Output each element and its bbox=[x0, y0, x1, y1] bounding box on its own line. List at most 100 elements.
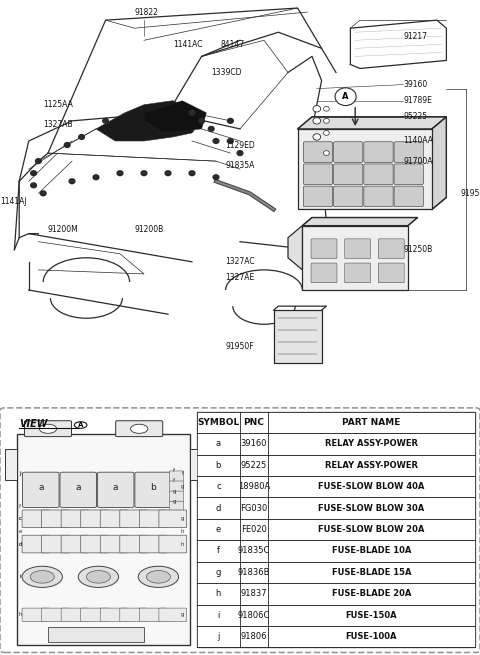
FancyBboxPatch shape bbox=[61, 608, 89, 622]
FancyBboxPatch shape bbox=[394, 141, 423, 162]
Circle shape bbox=[213, 175, 219, 179]
Text: 91806: 91806 bbox=[240, 632, 267, 641]
Circle shape bbox=[22, 566, 62, 588]
Text: 95225: 95225 bbox=[403, 112, 427, 121]
Circle shape bbox=[228, 119, 233, 123]
Circle shape bbox=[228, 139, 233, 143]
Bar bbox=[197, 540, 475, 562]
Text: 1141AC: 1141AC bbox=[173, 40, 202, 49]
Bar bbox=[190, 449, 199, 479]
FancyBboxPatch shape bbox=[120, 608, 148, 622]
Circle shape bbox=[36, 159, 41, 164]
Bar bbox=[197, 433, 475, 455]
Bar bbox=[197, 455, 475, 476]
Bar bbox=[197, 519, 475, 540]
FancyBboxPatch shape bbox=[169, 481, 183, 492]
Text: e: e bbox=[216, 525, 221, 534]
Circle shape bbox=[141, 171, 147, 176]
Text: f: f bbox=[217, 546, 220, 555]
Polygon shape bbox=[298, 117, 446, 129]
FancyBboxPatch shape bbox=[42, 608, 70, 622]
Text: 91806C: 91806C bbox=[238, 610, 270, 620]
FancyBboxPatch shape bbox=[303, 141, 333, 162]
Circle shape bbox=[313, 134, 321, 140]
Text: d: d bbox=[18, 542, 22, 546]
Circle shape bbox=[335, 88, 356, 105]
Bar bbox=[5, 449, 17, 479]
Circle shape bbox=[189, 171, 195, 176]
Text: 91700A: 91700A bbox=[403, 157, 432, 166]
Text: c: c bbox=[19, 516, 22, 521]
Circle shape bbox=[31, 171, 36, 176]
Text: 91835C: 91835C bbox=[238, 546, 270, 555]
FancyBboxPatch shape bbox=[159, 535, 187, 553]
FancyBboxPatch shape bbox=[81, 608, 108, 622]
FancyBboxPatch shape bbox=[100, 608, 128, 622]
FancyBboxPatch shape bbox=[60, 472, 96, 508]
Text: 91789E: 91789E bbox=[403, 96, 432, 105]
Text: c: c bbox=[216, 482, 221, 491]
Text: e: e bbox=[18, 529, 22, 534]
FancyBboxPatch shape bbox=[81, 510, 108, 528]
Circle shape bbox=[103, 119, 108, 123]
Text: 1339CD: 1339CD bbox=[211, 68, 242, 77]
FancyBboxPatch shape bbox=[81, 535, 108, 553]
FancyBboxPatch shape bbox=[378, 263, 404, 283]
Text: h: h bbox=[18, 612, 22, 617]
Circle shape bbox=[208, 126, 214, 131]
FancyBboxPatch shape bbox=[61, 510, 89, 528]
FancyBboxPatch shape bbox=[17, 434, 190, 645]
Text: VIEW: VIEW bbox=[19, 419, 48, 429]
Text: 91950F: 91950F bbox=[226, 342, 254, 351]
FancyBboxPatch shape bbox=[394, 164, 423, 185]
FancyBboxPatch shape bbox=[159, 510, 187, 528]
FancyBboxPatch shape bbox=[0, 408, 480, 652]
FancyBboxPatch shape bbox=[364, 141, 393, 162]
Text: 91836B: 91836B bbox=[238, 568, 270, 577]
Text: f: f bbox=[19, 504, 21, 509]
Text: 1125AA: 1125AA bbox=[43, 100, 73, 109]
Bar bbox=[197, 497, 475, 519]
Text: b: b bbox=[216, 460, 221, 470]
FancyBboxPatch shape bbox=[345, 263, 371, 283]
Text: f: f bbox=[181, 471, 183, 476]
Circle shape bbox=[237, 151, 243, 155]
FancyBboxPatch shape bbox=[169, 501, 183, 512]
Text: h: h bbox=[180, 529, 184, 534]
Circle shape bbox=[93, 175, 99, 179]
Circle shape bbox=[64, 143, 70, 147]
FancyBboxPatch shape bbox=[24, 421, 72, 437]
Bar bbox=[197, 411, 475, 647]
FancyBboxPatch shape bbox=[61, 535, 89, 553]
Text: FG030: FG030 bbox=[240, 504, 267, 513]
Circle shape bbox=[138, 566, 179, 588]
FancyBboxPatch shape bbox=[139, 510, 167, 528]
Text: 39160: 39160 bbox=[403, 80, 428, 89]
FancyBboxPatch shape bbox=[169, 491, 183, 502]
Text: g: g bbox=[172, 489, 176, 494]
Text: FUSE-BLADE 20A: FUSE-BLADE 20A bbox=[332, 590, 411, 599]
Text: i: i bbox=[19, 574, 21, 579]
Text: FUSE-SLOW BLOW 30A: FUSE-SLOW BLOW 30A bbox=[318, 504, 425, 513]
Text: 18980A: 18980A bbox=[238, 482, 270, 491]
FancyBboxPatch shape bbox=[345, 239, 371, 259]
Circle shape bbox=[30, 571, 54, 583]
Text: g: g bbox=[180, 516, 184, 521]
Text: RELAY ASSY-POWER: RELAY ASSY-POWER bbox=[325, 460, 418, 470]
Text: j: j bbox=[217, 632, 219, 641]
Text: FUSE-100A: FUSE-100A bbox=[346, 632, 397, 641]
Circle shape bbox=[74, 422, 87, 428]
Text: d: d bbox=[216, 504, 221, 513]
Text: 91200M: 91200M bbox=[48, 225, 79, 234]
Bar bbox=[48, 627, 144, 643]
FancyBboxPatch shape bbox=[42, 535, 70, 553]
Text: a: a bbox=[216, 440, 221, 448]
FancyBboxPatch shape bbox=[22, 535, 50, 553]
Circle shape bbox=[213, 139, 219, 143]
Text: FUSE-150A: FUSE-150A bbox=[346, 610, 397, 620]
Polygon shape bbox=[432, 117, 446, 210]
Bar bbox=[197, 562, 475, 583]
Text: 1327AE: 1327AE bbox=[226, 273, 255, 282]
Text: RELAY ASSY-POWER: RELAY ASSY-POWER bbox=[325, 440, 418, 448]
Circle shape bbox=[78, 566, 119, 588]
